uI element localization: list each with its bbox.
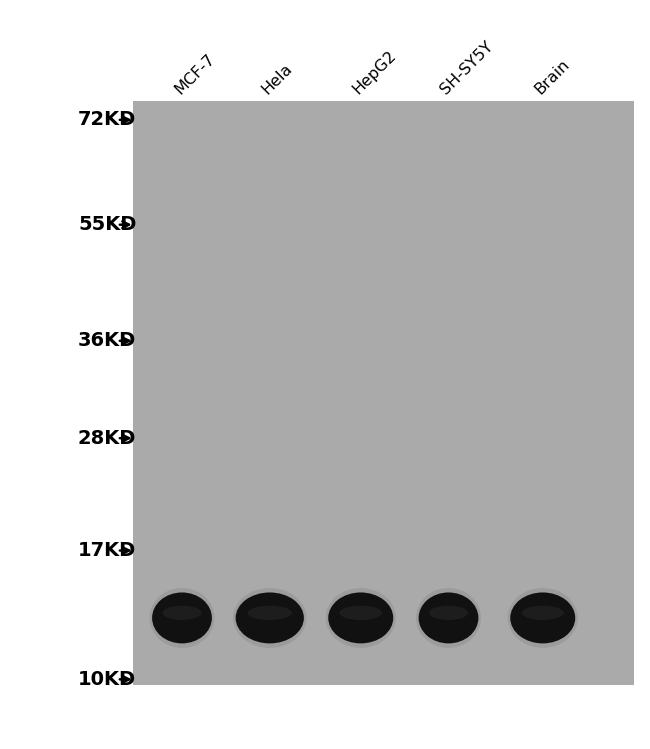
Ellipse shape <box>521 606 564 620</box>
Text: Hela: Hela <box>259 61 296 97</box>
Ellipse shape <box>326 588 396 648</box>
Text: HepG2: HepG2 <box>350 48 400 97</box>
Ellipse shape <box>429 606 468 620</box>
Ellipse shape <box>150 588 214 648</box>
Text: 17KD: 17KD <box>78 541 136 560</box>
Text: MCF-7: MCF-7 <box>172 52 218 97</box>
Text: 28KD: 28KD <box>78 428 136 448</box>
Bar <box>133 101 634 685</box>
Text: 55KD: 55KD <box>78 215 136 234</box>
Ellipse shape <box>235 592 304 643</box>
Ellipse shape <box>510 592 575 643</box>
Ellipse shape <box>152 592 212 643</box>
Text: 36KD: 36KD <box>78 331 136 351</box>
Text: 10KD: 10KD <box>78 670 136 689</box>
Text: SH-SY5Y: SH-SY5Y <box>438 39 497 97</box>
Ellipse shape <box>340 606 382 620</box>
Text: 72KD: 72KD <box>78 110 136 130</box>
Ellipse shape <box>416 588 481 648</box>
Ellipse shape <box>508 588 578 648</box>
Ellipse shape <box>328 592 393 643</box>
Ellipse shape <box>162 606 202 620</box>
Ellipse shape <box>233 588 307 648</box>
Ellipse shape <box>419 592 478 643</box>
Text: Brain: Brain <box>532 57 573 97</box>
Ellipse shape <box>248 606 292 620</box>
